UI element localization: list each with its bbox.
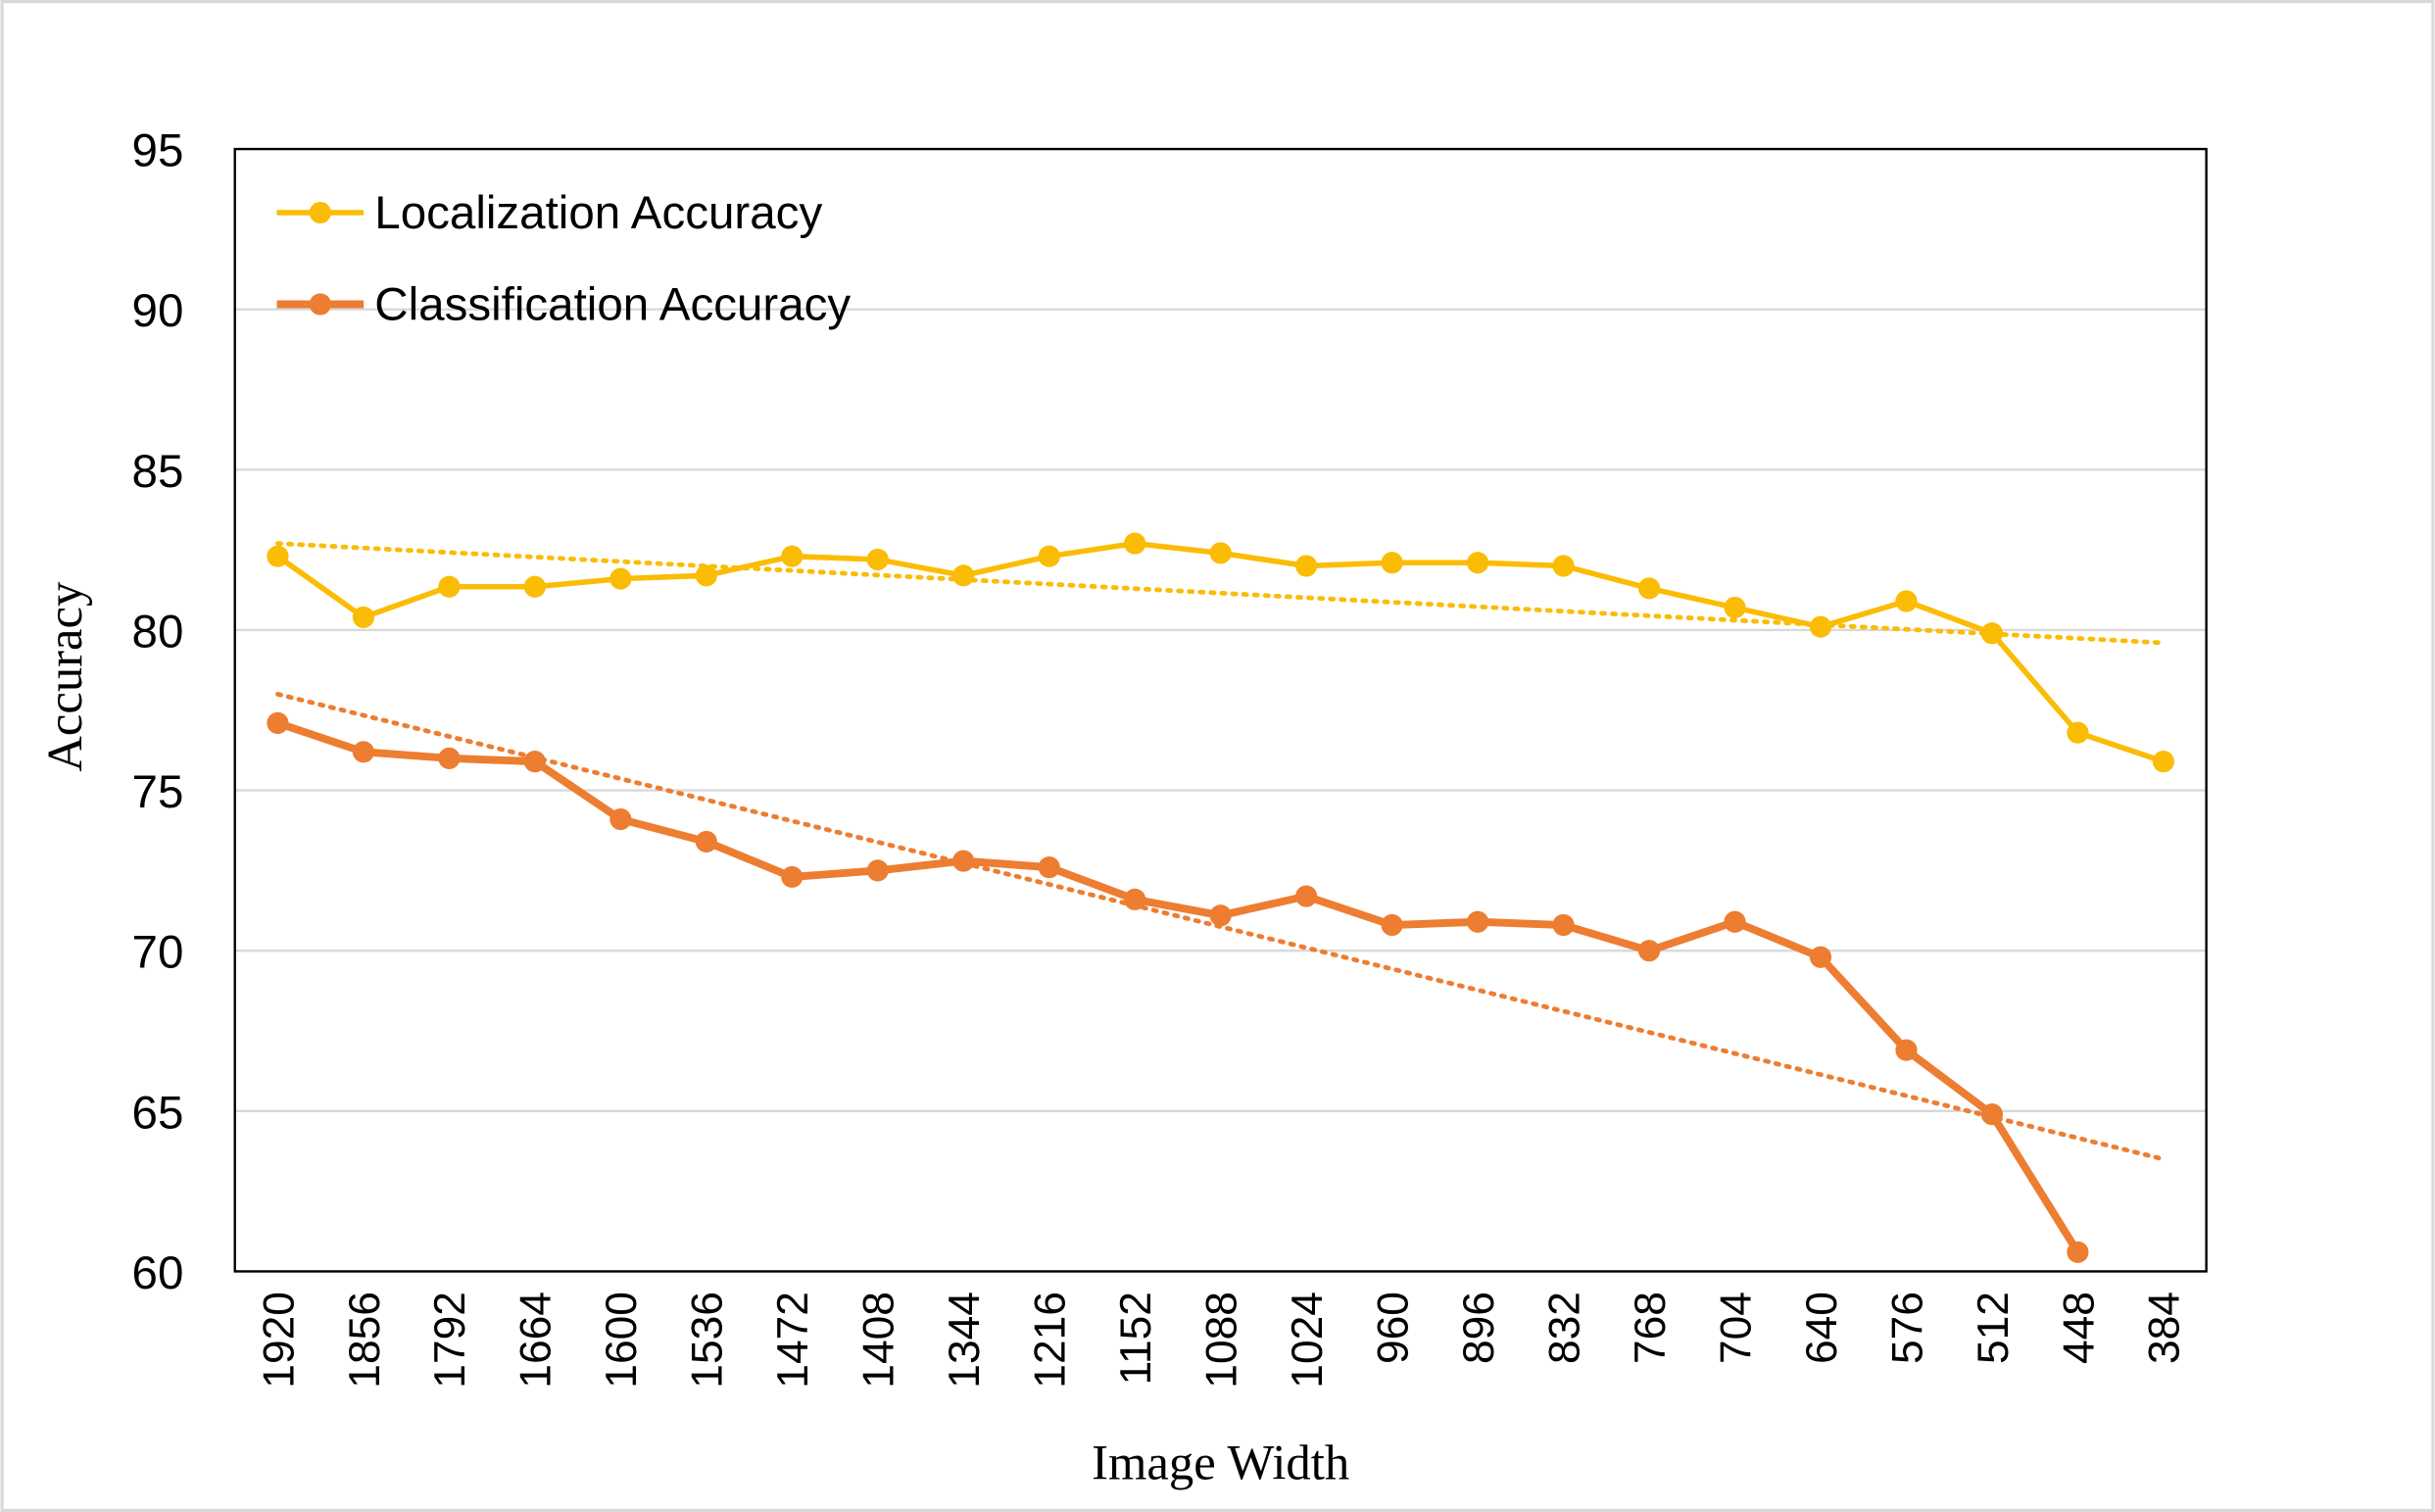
data-point: [523, 575, 546, 598]
x-tick-label: 512: [1970, 1292, 2018, 1364]
data-point: [352, 741, 375, 763]
x-tick-label: 1216: [1027, 1292, 1075, 1389]
data-point: [1038, 545, 1060, 567]
data-point: [695, 564, 717, 587]
data-point: [523, 751, 546, 773]
x-tick-label: 1536: [684, 1292, 732, 1389]
data-point: [1381, 913, 1403, 937]
data-point: [952, 564, 975, 587]
data-point: [1980, 1103, 2004, 1126]
y-tick-label: 60: [132, 1247, 184, 1299]
x-tick-label: 768: [1627, 1292, 1675, 1364]
data-point: [267, 711, 289, 734]
x-tick-label: 1856: [341, 1292, 389, 1389]
trendline: [275, 692, 2167, 1162]
x-tick-label: 448: [2055, 1292, 2103, 1364]
x-axis-title: Image Width: [1092, 1436, 1349, 1490]
x-tick-label: 576: [1883, 1292, 1931, 1364]
y-tick-label: 80: [132, 606, 184, 658]
data-point: [1124, 888, 1146, 910]
data-point: [1895, 1039, 1918, 1061]
y-tick-label: 75: [132, 766, 184, 818]
data-point: [952, 850, 975, 872]
data-point: [1724, 596, 1746, 619]
legend-marker: [309, 201, 331, 224]
data-point: [781, 865, 804, 889]
x-tick-label: 1344: [941, 1292, 989, 1389]
data-point: [781, 545, 804, 567]
legend-label: Localization Accuracy: [374, 187, 822, 239]
data-point: [1467, 910, 1489, 933]
x-tick-label: 384: [2141, 1292, 2189, 1364]
x-tick-label: 1600: [598, 1292, 646, 1389]
trendline: [275, 541, 2167, 646]
data-point: [609, 567, 632, 590]
y-tick-label: 90: [132, 285, 184, 337]
data-point: [1209, 904, 1232, 927]
x-tick-label: 704: [1712, 1292, 1760, 1364]
y-tick-label: 70: [132, 927, 184, 979]
x-tick-label: 1920: [255, 1292, 303, 1389]
data-point: [1809, 615, 1832, 638]
data-point: [695, 830, 717, 854]
data-point: [1637, 577, 1661, 600]
data-point: [2152, 751, 2174, 773]
data-point: [1724, 910, 1746, 933]
legend-label: Classification Accuracy: [374, 278, 851, 330]
legend-marker: [309, 293, 331, 316]
data-point: [2067, 1241, 2089, 1263]
y-axis-title: Accuracy: [37, 581, 92, 772]
data-point: [1980, 622, 2004, 645]
data-point: [866, 859, 889, 882]
x-tick-label: 960: [1369, 1292, 1417, 1364]
x-tick-label: 832: [1540, 1292, 1588, 1364]
data-point: [1467, 552, 1489, 574]
y-tick-label: 95: [132, 125, 184, 177]
data-point: [1552, 555, 1575, 577]
data-point: [438, 575, 461, 598]
plot-area: [267, 532, 2174, 1263]
data-point: [2067, 721, 2089, 744]
x-tick-label: 1088: [1198, 1292, 1246, 1389]
data-point: [1809, 946, 1832, 968]
x-tick-label: 1408: [855, 1292, 903, 1389]
x-tick-label: 896: [1455, 1292, 1503, 1364]
x-tick-label: 1792: [426, 1292, 474, 1389]
x-tick-label: 1664: [512, 1292, 560, 1389]
data-point: [1038, 856, 1060, 879]
data-point: [1295, 885, 1318, 907]
data-point: [1895, 590, 1918, 612]
data-point: [1209, 542, 1232, 564]
data-point: [609, 807, 632, 831]
plot-border: [233, 147, 2208, 1273]
data-point: [1124, 532, 1146, 555]
data-point: [1381, 552, 1403, 574]
y-tick-label: 65: [132, 1087, 184, 1139]
data-point: [1552, 913, 1575, 937]
data-point: [1295, 555, 1318, 577]
x-tick-label: 1024: [1284, 1292, 1332, 1389]
data-point: [438, 747, 461, 769]
x-tick-label: 640: [1798, 1292, 1846, 1364]
series-line: [276, 719, 2081, 1254]
x-tick-label: 1152: [1112, 1292, 1160, 1385]
data-point: [352, 606, 375, 628]
data-point: [866, 548, 889, 571]
data-point: [1637, 940, 1661, 962]
x-tick-label: 1472: [769, 1292, 817, 1389]
data-point: [267, 545, 289, 567]
y-tick-label: 85: [132, 446, 184, 498]
